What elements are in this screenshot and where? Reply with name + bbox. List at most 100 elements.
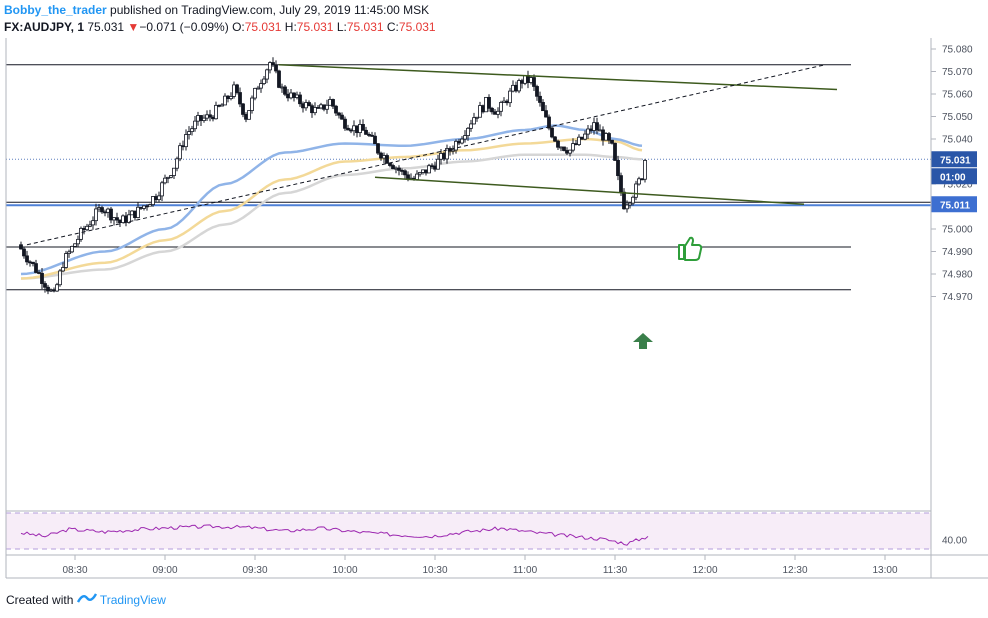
candle-up [151,196,155,205]
current-price-label: 75.031 [940,155,971,166]
candle-up [172,167,176,176]
candle-down [610,139,614,144]
candle-down [490,107,494,113]
candle-up [454,140,458,151]
candle-down [124,215,128,223]
candle-down [244,114,248,120]
time-tick-label: 10:30 [422,565,447,576]
main-pane [6,38,931,511]
candle-down [301,103,305,109]
candle-up [466,127,470,136]
candle-up [637,178,641,185]
candle-down [616,159,620,177]
candle-up [67,251,71,254]
candle-down [574,143,578,146]
candle-up [265,69,269,80]
candle-down [340,114,344,120]
candle-up [94,208,98,222]
candle-up [163,177,167,184]
candle-up [268,62,272,71]
time-tick-label: 10:00 [332,565,357,576]
candle-down [556,140,560,148]
candle-down [385,155,389,164]
candle-up [223,95,227,106]
price-tick-label: 75.060 [942,90,973,101]
candle-up [631,196,635,204]
countdown-label-bg [931,168,977,185]
candle-up [106,208,110,213]
candle-up [460,138,464,144]
candle-down [115,217,119,221]
candle-up [634,183,638,198]
price-tick-label: 75.040 [942,135,973,146]
candle-up [445,148,449,160]
candle-up [415,173,419,180]
candle-down [322,104,326,110]
candle-down [25,255,29,263]
candle-up [394,167,398,170]
candle-down [430,165,434,168]
candle-up [358,124,362,134]
candle-up [121,215,125,223]
candle-up [91,220,95,226]
candle-down [487,96,491,109]
time-tick-label: 08:30 [62,565,87,576]
tradingview-brand[interactable]: TradingView [99,593,166,607]
candle-up [586,128,590,135]
candle-up [628,202,632,206]
candle-up [205,114,209,119]
current-price-label-bg [931,151,977,168]
candle-down [52,289,56,292]
candle-down [316,107,320,109]
candle-down [457,140,461,144]
candle-up [79,227,83,240]
candle-down [274,64,278,72]
candle-up [229,96,233,100]
candle-up [256,87,260,90]
low-value: 75.031 [346,20,384,34]
candle-up [73,243,77,247]
candle-up [232,84,236,97]
candle-down [433,165,437,170]
candle-down [109,208,113,221]
candle-down [334,105,338,114]
candle-up [583,133,587,140]
candle-down [34,263,38,273]
candle-up [502,100,506,103]
author-name[interactable]: Bobby_the_trader [4,3,107,17]
candle-up [253,87,257,99]
candle-down [493,111,497,115]
candle-down [139,206,143,209]
candle-up [55,284,59,292]
candle-down [31,261,35,265]
candle-down [619,175,623,193]
candle-up [451,149,455,152]
countdown-label: 01:00 [940,172,966,183]
candle-down [400,169,404,172]
price-tick-label: 74.980 [942,270,973,281]
candle-down [346,127,350,131]
candle-down [349,129,353,132]
candle-up [496,110,500,115]
time-tick-label: 12:30 [782,565,807,576]
candle-down [286,93,290,99]
candle-up [184,134,188,148]
candle-down [337,112,341,116]
candle-down [505,100,509,104]
candle-down [37,272,41,274]
down-arrow-icon: ▼ [127,20,140,34]
candle-down [28,261,32,264]
candle-up [88,224,92,227]
candle-up [475,116,479,119]
candle-up [499,102,503,112]
candle-down [640,178,644,181]
high-value: 75.031 [296,20,334,34]
candle-up [508,90,512,104]
price-change: −0.071 (−0.09%) [139,20,229,34]
time-tick-label: 13:00 [872,565,897,576]
up-arrow-marker [633,333,653,349]
candle-down [481,105,485,113]
candle-down [292,92,296,98]
candle-down [46,286,50,292]
